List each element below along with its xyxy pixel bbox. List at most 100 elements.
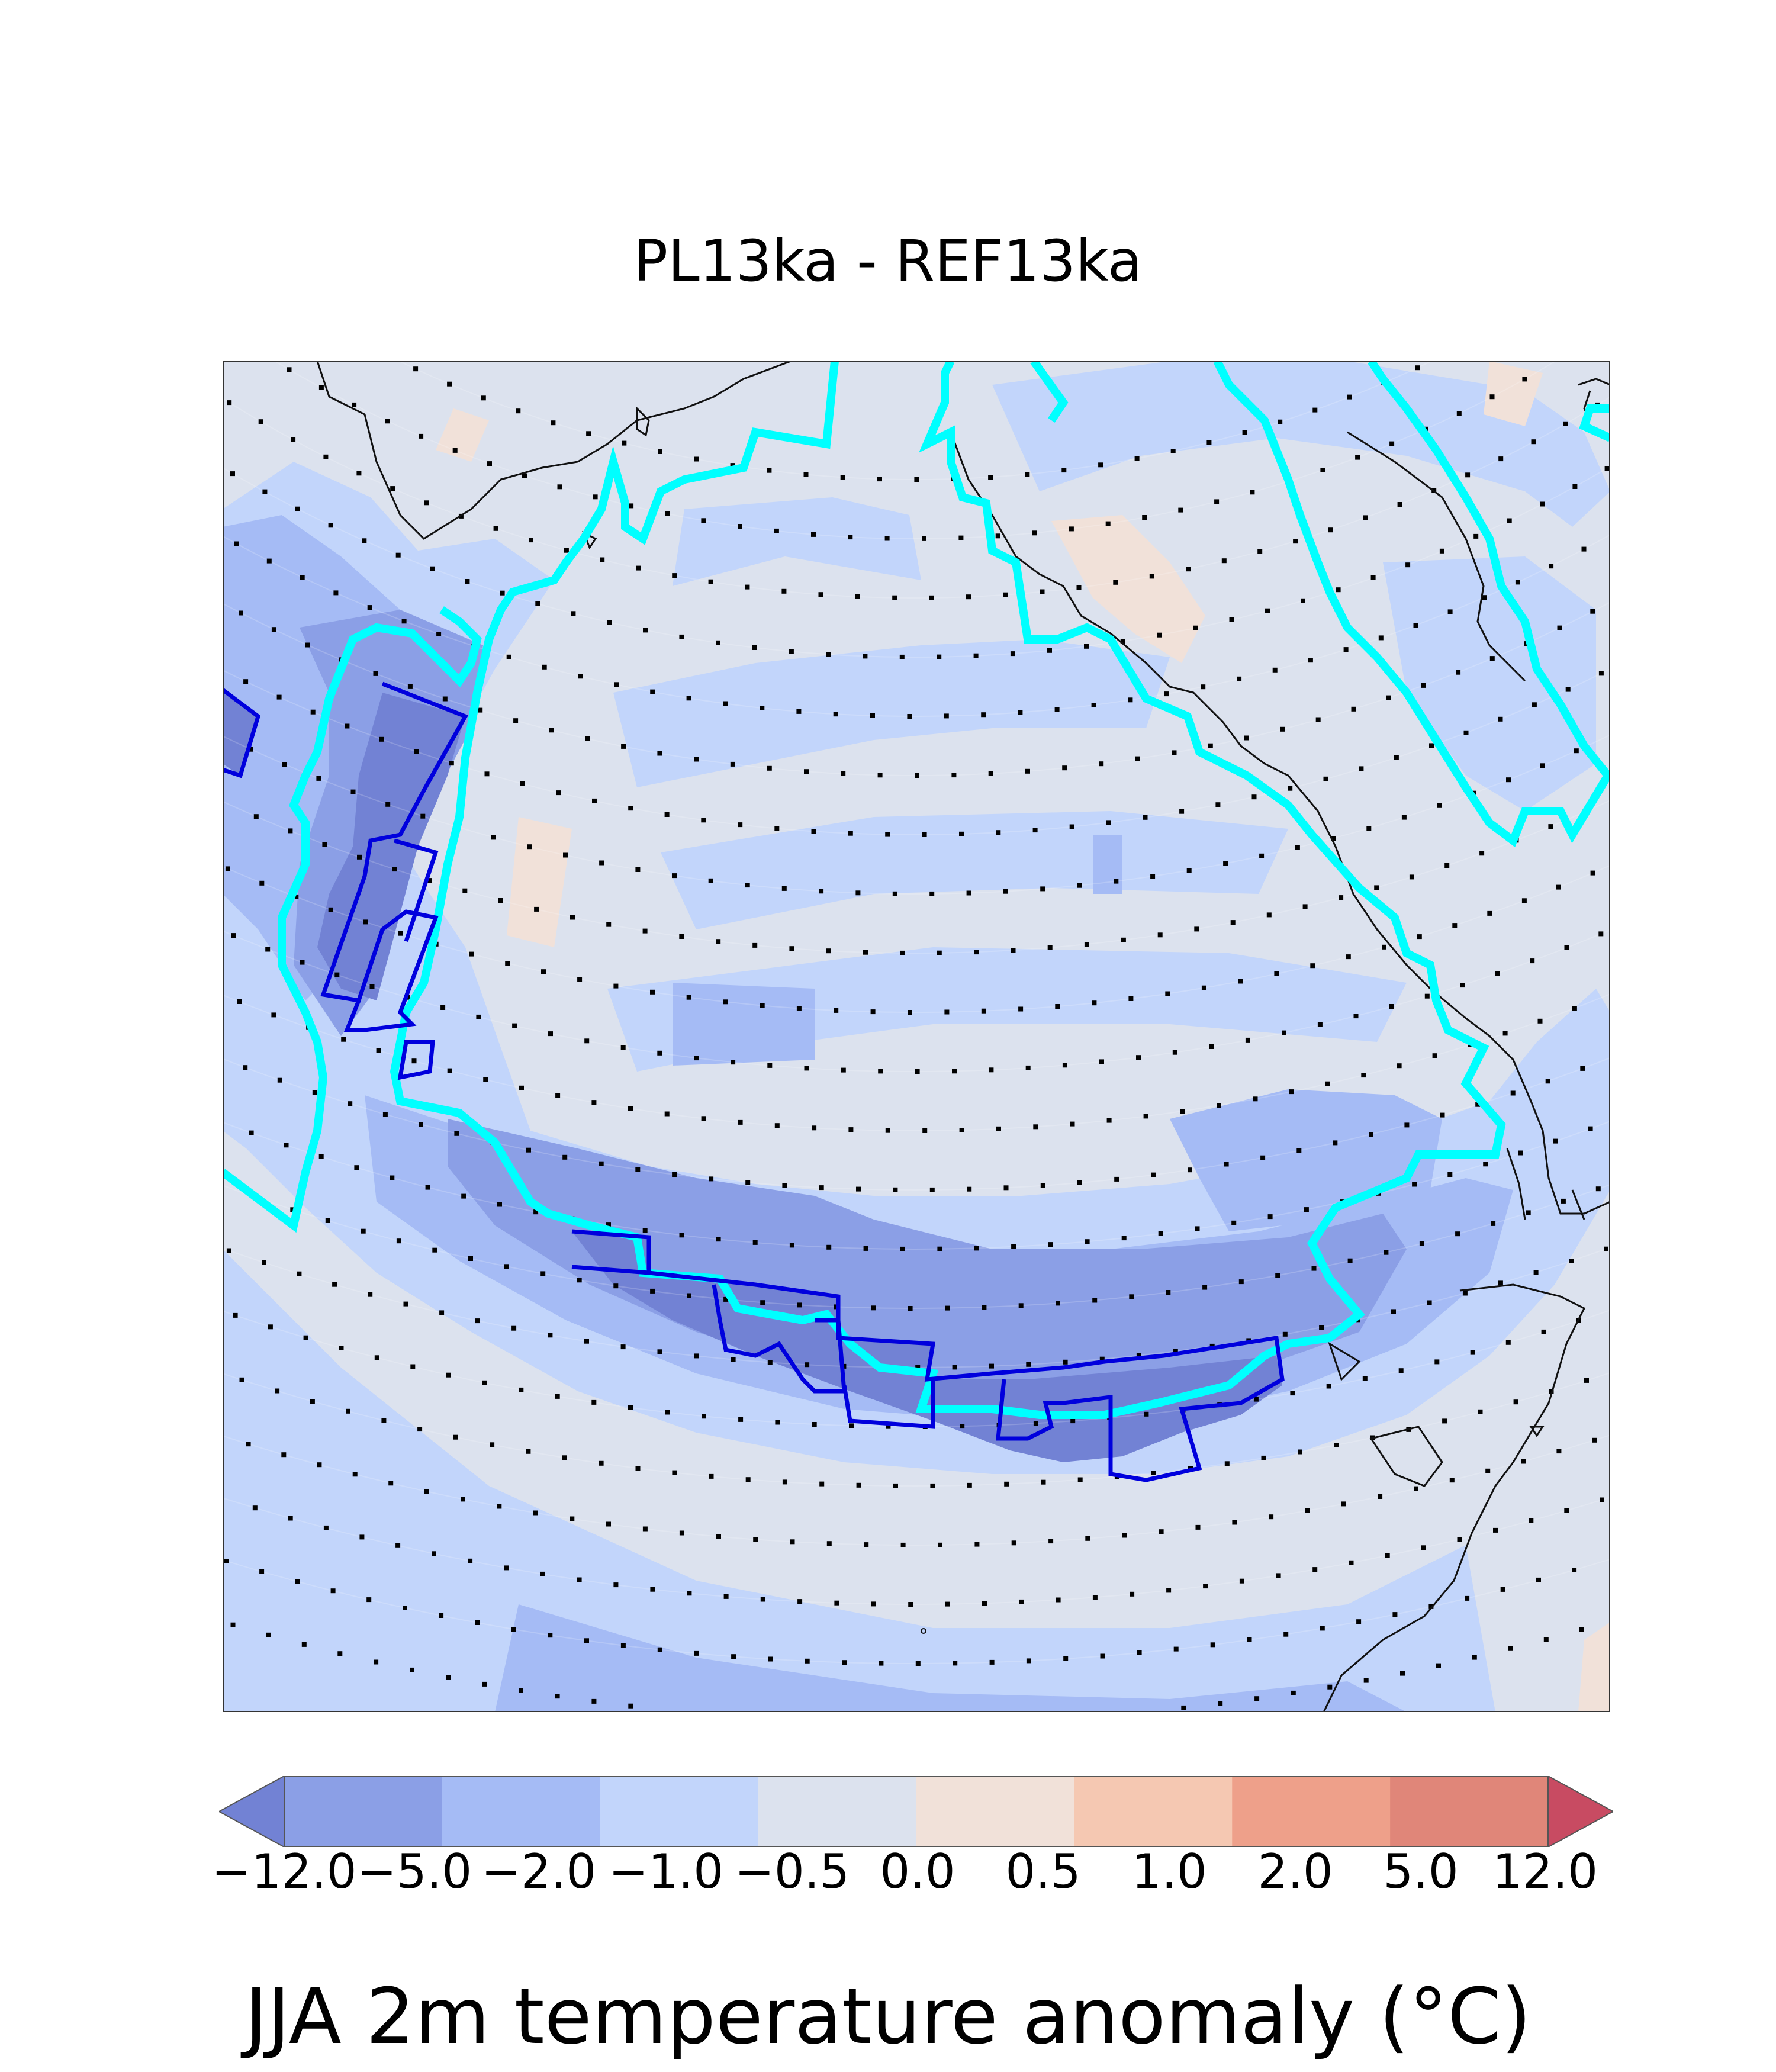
significance-dot (731, 1654, 736, 1659)
significance-dot (694, 1056, 699, 1061)
significance-dot (1251, 794, 1257, 800)
significance-dot (922, 1128, 928, 1133)
significance-dot (870, 1009, 876, 1015)
significance-dot (1386, 695, 1391, 700)
significance-dot (239, 610, 243, 616)
significance-dot (1250, 490, 1255, 495)
ice-sheet-outline-main (390, 361, 1506, 1419)
significance-dot (265, 947, 271, 952)
location-marker (921, 1628, 926, 1634)
significance-dot (498, 898, 503, 903)
significance-dot (694, 1650, 699, 1656)
significance-dot (1041, 1479, 1046, 1485)
significance-dot (606, 1222, 611, 1228)
significance-dot (1282, 1331, 1288, 1337)
significance-dot (1217, 1103, 1221, 1108)
significance-dot (1224, 1461, 1230, 1466)
significance-dot (797, 1599, 803, 1604)
significance-dot (607, 620, 612, 625)
significance-dot (701, 818, 706, 823)
significance-dot (432, 1247, 437, 1253)
significance-dot (658, 449, 662, 454)
significance-dot (1091, 703, 1096, 707)
significance-dot (929, 891, 935, 896)
significance-dot (577, 977, 583, 982)
significance-dot (300, 960, 305, 965)
significance-dot (226, 1248, 231, 1253)
significance-dot (1099, 761, 1104, 767)
significance-dot (1579, 1627, 1584, 1632)
significance-dot (1173, 1349, 1178, 1354)
significance-dot (879, 1661, 884, 1666)
significance-dot (811, 532, 816, 537)
significance-dot (636, 565, 641, 571)
significance-dot (1339, 895, 1344, 900)
significance-dot (253, 814, 259, 819)
significance-dot (294, 894, 299, 899)
significance-dot (782, 1479, 787, 1485)
significance-dot (1120, 639, 1125, 644)
significance-dot (1105, 521, 1111, 526)
coastline-northwest (316, 361, 792, 540)
significance-dot (1581, 546, 1587, 552)
significance-dot (1521, 1459, 1526, 1464)
significance-dot (826, 652, 831, 657)
significance-dot (425, 1185, 430, 1190)
significance-dot (1479, 851, 1485, 856)
significance-dot (341, 1037, 346, 1042)
significance-dot (900, 1246, 905, 1251)
significance-dot (1170, 449, 1176, 453)
significance-dot (1084, 942, 1089, 947)
significance-dot (1100, 1653, 1105, 1659)
significance-dot (1310, 963, 1315, 969)
significance-dot (1401, 815, 1407, 820)
significance-dot (504, 1565, 509, 1571)
significance-outline-west-3 (394, 838, 439, 942)
significance-dot (534, 906, 539, 912)
significance-dot (1283, 1632, 1289, 1637)
significance-dot (1349, 1560, 1354, 1565)
significance-dot (1574, 748, 1579, 754)
significance-dot (944, 713, 949, 719)
colorbar-tick-label: 12.0 (1492, 1844, 1598, 1899)
significance-dot (967, 1482, 972, 1488)
significance-dot (1026, 1362, 1031, 1367)
significance-dot (424, 1489, 429, 1494)
significance-dot (1245, 1037, 1250, 1043)
significance-dot (1502, 1031, 1508, 1036)
significance-dot (1260, 1155, 1266, 1160)
significance-dot (1557, 625, 1562, 630)
significance-dot (1463, 730, 1469, 735)
significance-dot (878, 1069, 883, 1074)
significance-dot (723, 1594, 729, 1599)
significance-dot (1553, 1138, 1558, 1144)
significance-dot (1472, 1655, 1477, 1660)
significance-dot (1288, 786, 1293, 791)
significance-dot (1194, 926, 1199, 932)
significance-dot (1397, 1063, 1402, 1069)
significance-dot (937, 950, 942, 955)
warming-patch-5 (1578, 1622, 1610, 1712)
significance-dot (330, 1588, 336, 1594)
significance-dot (325, 1218, 330, 1223)
significance-dot (988, 475, 993, 480)
significance-dot (487, 461, 492, 466)
significance-dot (1540, 501, 1545, 507)
significance-dot (392, 867, 397, 872)
significance-dot (1201, 985, 1206, 990)
significance-dot (266, 1632, 271, 1637)
significance-dot (541, 969, 546, 974)
significance-dot (1218, 1701, 1223, 1706)
significance-dot (1254, 1696, 1260, 1701)
significance-dot (1239, 1578, 1244, 1584)
significance-dot (1540, 763, 1545, 768)
significance-dot (708, 579, 713, 584)
island-4 (1529, 1426, 1545, 1437)
significance-dot (1275, 1273, 1280, 1278)
significance-dot (613, 983, 619, 989)
significance-dot (841, 1067, 846, 1073)
significance-dot (848, 535, 853, 540)
significance-dot (1323, 776, 1328, 781)
significance-dot (1166, 1588, 1172, 1593)
significance-dot (1003, 592, 1008, 597)
